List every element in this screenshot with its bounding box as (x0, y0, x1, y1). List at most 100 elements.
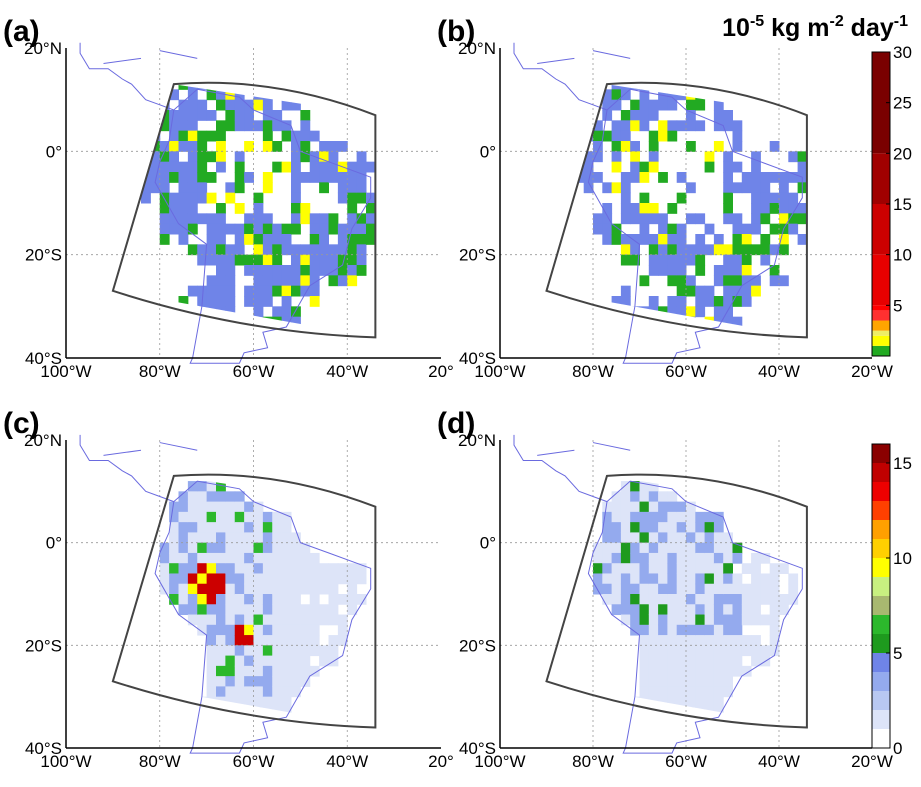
field-cell (639, 213, 650, 225)
lat-label: 20°S (459, 636, 496, 655)
field-cell (337, 234, 348, 245)
field-cell (676, 665, 687, 677)
field-cell (159, 552, 170, 564)
field-cell (695, 99, 706, 111)
field-cell (667, 614, 678, 626)
field-cell (807, 151, 817, 162)
field-cell (187, 594, 198, 605)
field-cell (206, 192, 217, 204)
field-cell (648, 130, 659, 142)
field-cell (751, 172, 761, 183)
field-cell (319, 583, 329, 595)
field-cell (366, 234, 376, 245)
field-cell (262, 645, 273, 657)
field-cell (686, 542, 696, 554)
field-cell (704, 532, 715, 544)
field-cell (300, 141, 311, 152)
field-cell (254, 337, 264, 348)
field-cell (300, 542, 311, 554)
field-cell (244, 583, 254, 595)
field-cell (253, 604, 264, 616)
field-cell (216, 141, 226, 152)
field-cell (751, 203, 761, 214)
field-cell (216, 254, 226, 266)
colorbar-tick-label: 30 (893, 43, 912, 62)
field-cell (686, 120, 696, 132)
field-cell (760, 182, 771, 194)
field-cell (732, 614, 743, 626)
field-cell (300, 645, 311, 657)
field-cell (253, 532, 264, 544)
field-cell (225, 254, 236, 266)
field-cell (225, 491, 236, 503)
field-cell (178, 141, 189, 152)
field-cell (197, 727, 208, 728)
field-cell (225, 655, 236, 667)
colorbar-band (872, 558, 890, 577)
field-cell (234, 182, 245, 194)
field-cell (620, 316, 631, 328)
field-cell (630, 563, 640, 574)
field-cell (695, 511, 706, 523)
field-cell (658, 223, 668, 235)
field-cell (159, 563, 170, 574)
lon-label: 100°W (40, 362, 91, 381)
field-cell (593, 573, 603, 585)
field-cell (648, 645, 659, 657)
field-cell (723, 614, 733, 626)
field-cell (169, 110, 179, 121)
field-cell (253, 285, 264, 297)
field-cell (713, 573, 724, 585)
field-cell (234, 532, 245, 544)
field-cell (300, 244, 311, 256)
lon-label: 20° (428, 362, 454, 381)
field-cell (686, 696, 696, 708)
field-cell (178, 532, 189, 544)
field-cell (291, 192, 301, 204)
field-cell (244, 552, 254, 564)
field-cell (565, 172, 575, 183)
field-cell (639, 696, 650, 708)
lat-label: 20°S (459, 246, 496, 265)
field-cell (234, 89, 245, 101)
field-cell (206, 244, 217, 256)
field-cell (281, 285, 292, 297)
field-cell (281, 635, 292, 646)
field-cell (216, 655, 226, 667)
field-cell (704, 696, 715, 708)
field-cell (187, 552, 198, 564)
field-cell (695, 254, 706, 266)
field-cell (272, 234, 283, 245)
field-cell (225, 244, 236, 256)
field-cell (695, 645, 706, 657)
field-cell (630, 542, 640, 554)
field-cell (291, 604, 301, 616)
field-cell (732, 316, 743, 328)
field-cell (648, 624, 659, 636)
field-cell (262, 522, 273, 533)
field-cell (262, 130, 273, 142)
field-cell (602, 522, 613, 533)
field-cell (676, 542, 687, 554)
field-cell (206, 130, 217, 142)
field-cell (244, 655, 254, 667)
field-cell (639, 172, 650, 183)
field-cell (686, 337, 696, 348)
field-cell (667, 130, 678, 142)
field-cell (216, 594, 226, 605)
field-cell (676, 192, 687, 204)
field-cell (206, 655, 217, 667)
field-cell (272, 306, 283, 318)
field-cell (272, 706, 283, 718)
lon-label: 40°W (326, 752, 368, 771)
field-cell (704, 655, 715, 667)
field-cell (658, 491, 668, 503)
field-cell (732, 234, 743, 245)
field-cell (751, 563, 761, 574)
field-cell (676, 244, 687, 256)
field-cell (253, 542, 264, 554)
field-cell (253, 89, 264, 101)
field-cell (639, 234, 650, 245)
field-cell (216, 99, 226, 111)
